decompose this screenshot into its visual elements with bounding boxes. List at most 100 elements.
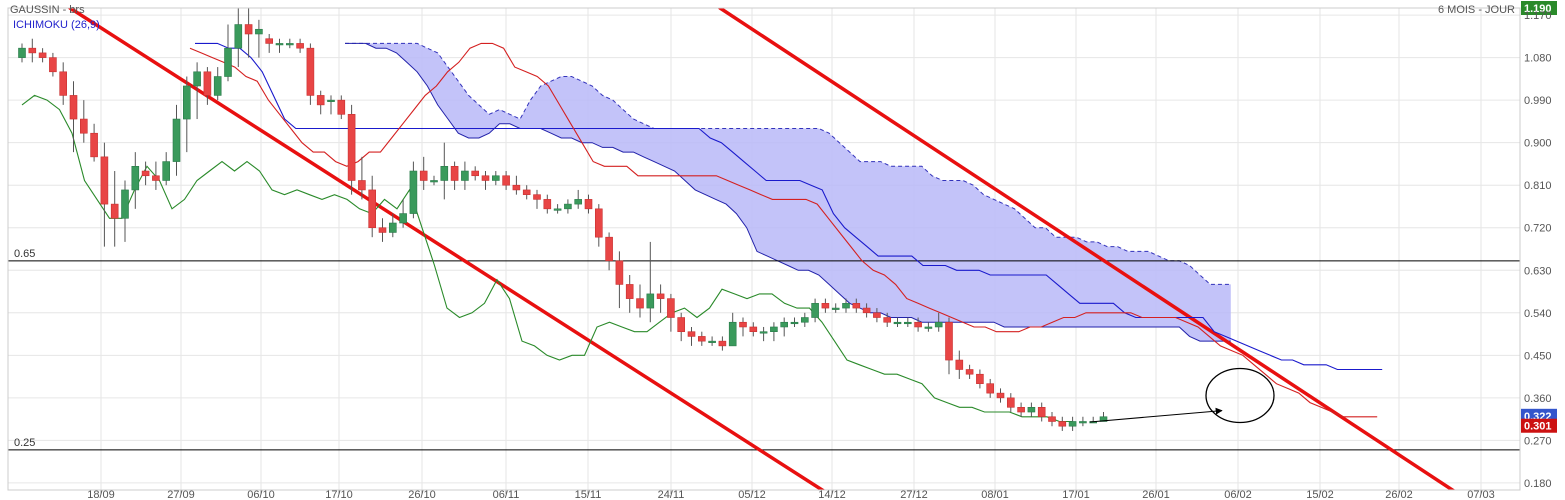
- candle-up: [18, 47, 26, 58]
- candle-down: [914, 321, 922, 328]
- candle-down: [1017, 407, 1025, 413]
- candle-down: [687, 331, 696, 337]
- candle-up: [491, 175, 500, 181]
- y-tick-label: 0.990: [1524, 95, 1552, 107]
- candle-down: [347, 114, 356, 181]
- kumo-cloud: [345, 42, 1231, 342]
- candle-up: [728, 321, 737, 347]
- period-label: 6 MOIS - JOUR: [1438, 4, 1515, 16]
- candle-up: [327, 99, 335, 102]
- candle-up: [409, 170, 418, 214]
- candle-up: [574, 199, 583, 205]
- y-tick-label: 0.810: [1524, 180, 1552, 192]
- kijun-sen-line: [195, 42, 1383, 371]
- candle-down: [533, 194, 541, 200]
- candle-down: [38, 52, 47, 58]
- indicator-label: ICHIMOKU (26,9): [13, 19, 100, 31]
- candle-up: [770, 326, 778, 332]
- x-tick-label: 06/10: [247, 489, 275, 500]
- candle-up: [255, 28, 263, 35]
- candle-up: [708, 340, 716, 343]
- candle-down: [368, 189, 377, 229]
- x-tick-label: 17/01: [1062, 489, 1090, 500]
- candle-down: [265, 38, 274, 44]
- indicator-lines: [21, 42, 1383, 423]
- candle-up: [121, 189, 129, 219]
- candle-down: [986, 383, 995, 394]
- candle-down: [955, 359, 964, 370]
- candle-down: [49, 57, 57, 73]
- tenkan-sen-line: [189, 42, 1378, 418]
- x-tick-label: 26/10: [408, 489, 436, 500]
- candle-up: [162, 161, 170, 181]
- candle-down: [883, 317, 892, 323]
- y-tick-label: 0.900: [1524, 138, 1552, 150]
- senkou-span-a: [345, 42, 1231, 285]
- candle-up: [440, 166, 449, 181]
- candle-up: [430, 180, 438, 183]
- candle-down: [296, 43, 304, 49]
- candle-down: [316, 95, 325, 106]
- candle-down: [605, 236, 613, 262]
- candle-down: [821, 303, 830, 309]
- y-tick-label: 0.540: [1524, 308, 1552, 320]
- cloud-area: [345, 43, 1231, 342]
- candle-up: [388, 222, 397, 233]
- annotation-arrow: [1089, 407, 1223, 423]
- candle-down: [543, 199, 552, 210]
- candle-up: [285, 43, 294, 46]
- candle-up: [1027, 407, 1036, 413]
- candle-down: [945, 321, 953, 361]
- candle-down: [873, 312, 881, 318]
- x-tick-label: 05/12: [738, 489, 766, 500]
- candle-down: [677, 317, 686, 332]
- senkou-span-b: [345, 42, 1231, 342]
- candles: [18, 8, 1108, 431]
- candle-down: [141, 170, 150, 177]
- candle-down: [28, 47, 37, 54]
- x-tick-label: 06/11: [493, 489, 520, 500]
- candle-up: [842, 303, 850, 309]
- candle-down: [1058, 421, 1067, 427]
- y-tick-label: 0.630: [1524, 265, 1552, 277]
- y-tick-label: 1.170: [1524, 10, 1552, 22]
- candle-down: [306, 47, 315, 96]
- candle-up: [275, 43, 284, 46]
- candle-up: [172, 118, 181, 162]
- x-tick-label: 15/11: [575, 489, 602, 500]
- candle-up: [903, 321, 912, 325]
- candle-down: [512, 184, 521, 191]
- chikou-span-line: [21, 94, 1072, 423]
- highlight-ellipse: [1205, 367, 1275, 424]
- candle-down: [358, 180, 366, 191]
- candle-down: [739, 321, 747, 328]
- candle-down: [584, 199, 593, 210]
- candle-up: [553, 208, 562, 211]
- candle-down: [996, 392, 1005, 399]
- candle-up: [831, 307, 840, 310]
- candle-down: [100, 156, 109, 205]
- candle-down: [69, 95, 78, 120]
- candle-up: [811, 303, 819, 318]
- candle-up: [790, 321, 799, 325]
- candle-up: [234, 24, 243, 49]
- candle-down: [522, 189, 531, 195]
- candle-up: [934, 321, 943, 328]
- candle-up: [1099, 416, 1108, 422]
- x-tick-label: 26/01: [1142, 489, 1170, 500]
- candle-up: [224, 47, 232, 77]
- level-label: 0.25: [14, 437, 35, 449]
- candle-up: [1068, 421, 1077, 427]
- candle-up: [213, 76, 222, 96]
- candle-up: [193, 71, 201, 87]
- candle-down: [718, 340, 727, 347]
- level-label: 0.65: [14, 248, 35, 260]
- candle-down: [697, 336, 706, 342]
- price-label-bg: [1521, 418, 1557, 433]
- candle-up: [924, 326, 933, 329]
- price-label-text: 1.190: [1524, 3, 1552, 15]
- candle-down: [852, 303, 861, 309]
- candle-down: [481, 175, 490, 181]
- x-tick-label: 24/11: [658, 489, 685, 500]
- candle-down: [636, 298, 644, 309]
